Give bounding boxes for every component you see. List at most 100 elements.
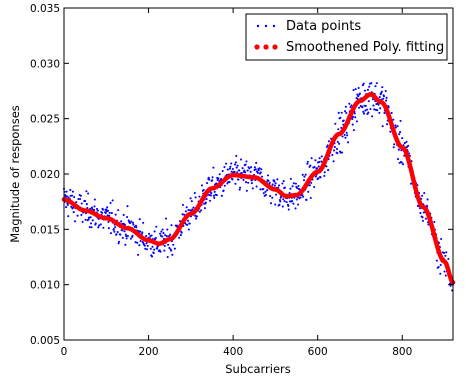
data-point bbox=[296, 187, 299, 190]
data-point bbox=[113, 230, 116, 233]
data-point bbox=[188, 222, 191, 225]
data-point bbox=[358, 92, 361, 95]
data-point bbox=[200, 209, 203, 212]
data-point bbox=[304, 173, 307, 176]
data-point bbox=[85, 203, 88, 206]
data-point bbox=[423, 191, 426, 195]
data-point bbox=[69, 188, 72, 191]
data-point bbox=[378, 111, 381, 114]
data-point bbox=[364, 109, 367, 112]
data-point bbox=[65, 195, 69, 198]
data-point bbox=[213, 196, 216, 199]
data-point bbox=[233, 163, 237, 166]
data-point bbox=[131, 234, 134, 237]
data-point bbox=[325, 165, 328, 168]
data-point bbox=[80, 213, 83, 216]
data-point bbox=[317, 165, 320, 168]
data-point bbox=[204, 201, 207, 204]
data-point bbox=[439, 263, 442, 267]
data-point bbox=[131, 221, 135, 224]
data-point bbox=[357, 106, 361, 109]
data-point bbox=[138, 244, 141, 247]
x-tick-label: 0 bbox=[61, 346, 68, 358]
data-point bbox=[187, 228, 190, 231]
data-point bbox=[419, 212, 422, 215]
data-point bbox=[73, 220, 77, 223]
data-point bbox=[333, 145, 336, 149]
data-point bbox=[344, 136, 347, 139]
data-point bbox=[167, 235, 171, 238]
data-point bbox=[91, 219, 94, 222]
data-point bbox=[323, 171, 326, 174]
data-point bbox=[340, 111, 343, 114]
x-axis: 0 200 400 600 800 bbox=[61, 8, 412, 358]
data-point bbox=[439, 272, 442, 275]
x-tick-label: 600 bbox=[308, 346, 328, 358]
data-point bbox=[123, 230, 126, 233]
data-point bbox=[217, 177, 220, 180]
data-point bbox=[283, 186, 287, 189]
data-point bbox=[137, 253, 140, 256]
data-point bbox=[277, 184, 281, 187]
data-point bbox=[273, 184, 276, 187]
data-point bbox=[248, 167, 251, 170]
data-point bbox=[393, 143, 396, 146]
data-point bbox=[309, 164, 312, 167]
data-point bbox=[195, 215, 198, 218]
data-point bbox=[172, 243, 175, 246]
data-point bbox=[303, 175, 306, 178]
data-point bbox=[271, 183, 274, 186]
y-tick-label: 0.020 bbox=[30, 169, 60, 181]
data-point bbox=[212, 166, 215, 169]
data-point bbox=[106, 206, 109, 209]
data-point bbox=[90, 206, 93, 209]
y-tick-label: 0.035 bbox=[30, 3, 60, 15]
data-point bbox=[152, 251, 155, 255]
data-point bbox=[350, 104, 353, 107]
data-point bbox=[71, 190, 74, 193]
data-point bbox=[354, 88, 357, 91]
data-point bbox=[164, 217, 168, 220]
data-point bbox=[171, 253, 174, 256]
data-point bbox=[243, 169, 246, 172]
data-point bbox=[367, 100, 370, 103]
data-point bbox=[292, 202, 295, 205]
data-point bbox=[212, 194, 215, 197]
data-point bbox=[332, 160, 335, 163]
data-point bbox=[390, 111, 393, 114]
data-point bbox=[398, 133, 401, 136]
data-point bbox=[384, 89, 387, 93]
data-point bbox=[353, 112, 356, 115]
data-point bbox=[255, 161, 258, 164]
data-point bbox=[221, 170, 224, 173]
data-point bbox=[236, 164, 239, 167]
y-tick-label: 0.025 bbox=[30, 114, 60, 126]
data-point bbox=[173, 247, 176, 250]
data-point bbox=[285, 201, 288, 204]
data-point bbox=[259, 188, 262, 191]
legend-label-fit-line: Smoothened Poly. fitting bbox=[286, 40, 444, 55]
data-point bbox=[314, 159, 317, 162]
data-point bbox=[65, 206, 68, 209]
data-point bbox=[260, 168, 263, 171]
data-point bbox=[339, 116, 342, 119]
data-point bbox=[222, 189, 225, 192]
data-point bbox=[327, 140, 331, 143]
data-point bbox=[381, 125, 384, 128]
data-point bbox=[340, 126, 343, 129]
data-point bbox=[422, 211, 425, 214]
data-point bbox=[93, 198, 96, 201]
data-point bbox=[250, 166, 253, 169]
data-point bbox=[229, 165, 232, 168]
data-point bbox=[149, 247, 152, 250]
data-point bbox=[276, 178, 279, 181]
data-point bbox=[337, 128, 340, 131]
data-point bbox=[67, 215, 70, 218]
data-point bbox=[316, 167, 319, 170]
data-point bbox=[114, 226, 117, 229]
data-point bbox=[394, 124, 397, 127]
data-point bbox=[122, 213, 125, 217]
data-point bbox=[400, 161, 403, 164]
data-point bbox=[70, 205, 73, 208]
